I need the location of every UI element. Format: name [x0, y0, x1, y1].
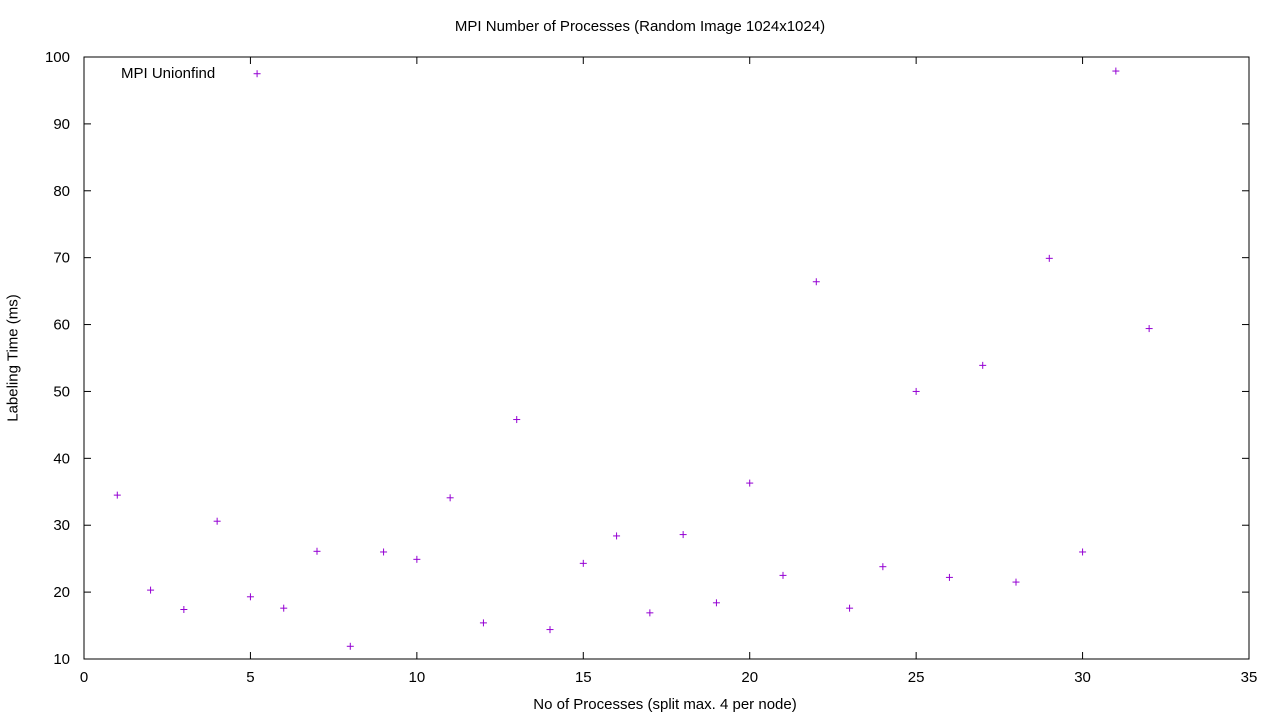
data-point — [779, 571, 787, 579]
x-tick-label: 35 — [1241, 669, 1258, 686]
x-tick-label: 0 — [80, 669, 88, 686]
data-points — [113, 67, 1153, 650]
x-tick-label: 10 — [409, 669, 426, 686]
data-point — [479, 619, 487, 627]
y-tick-label: 40 — [53, 450, 70, 467]
x-axis-label: No of Processes (split max. 4 per node) — [533, 696, 797, 713]
data-point — [1012, 578, 1020, 586]
data-point — [1079, 548, 1087, 556]
data-point — [147, 586, 155, 594]
data-point — [246, 593, 254, 601]
data-point — [413, 555, 421, 563]
data-point — [1045, 254, 1053, 262]
data-point — [253, 70, 261, 78]
data-point — [846, 604, 854, 612]
data-point — [712, 599, 720, 607]
data-point — [546, 626, 554, 634]
y-tick-label: 60 — [53, 317, 70, 334]
y-tick-label: 100 — [45, 49, 70, 66]
x-tick-label: 20 — [741, 669, 758, 686]
data-point — [280, 604, 288, 612]
x-tick-label: 30 — [1074, 669, 1091, 686]
data-point — [945, 573, 953, 581]
ticks: 0 5 10 15 20 25 30 35 10 20 30 40 50 60 70 80 90 100 — [45, 49, 1257, 686]
data-point — [446, 494, 454, 502]
plot-frame — [83, 56, 1250, 660]
y-tick-label: 30 — [53, 517, 70, 534]
data-point — [812, 278, 820, 286]
data-point — [313, 547, 321, 555]
data-point — [646, 609, 654, 617]
y-tick-label: 70 — [53, 250, 70, 267]
data-point — [579, 559, 587, 567]
y-tick-label: 20 — [53, 584, 70, 601]
y-tick-label: 80 — [53, 183, 70, 200]
data-point — [613, 532, 621, 540]
x-tick-label: 15 — [575, 669, 592, 686]
data-point — [213, 517, 221, 525]
y-tick-label: 50 — [53, 383, 70, 400]
data-point — [679, 531, 687, 539]
y-tick-label: 90 — [53, 116, 70, 133]
data-point — [513, 416, 521, 424]
data-point — [746, 479, 754, 487]
axes — [83, 56, 1250, 660]
chart-title: MPI Number of Processes (Random Image 10… — [454, 18, 826, 35]
data-point — [380, 548, 388, 556]
data-point — [1112, 67, 1120, 75]
data-point — [979, 361, 987, 369]
data-point — [113, 491, 121, 499]
legend-entry: MPI Unionfind — [121, 65, 216, 82]
x-tick-label: 25 — [908, 669, 925, 686]
data-point — [1145, 325, 1153, 333]
data-point — [346, 642, 354, 650]
x-tick-label: 5 — [246, 669, 254, 686]
data-point — [879, 563, 887, 571]
data-point — [912, 387, 920, 395]
y-tick-label: 10 — [53, 651, 70, 668]
data-point — [180, 606, 188, 614]
